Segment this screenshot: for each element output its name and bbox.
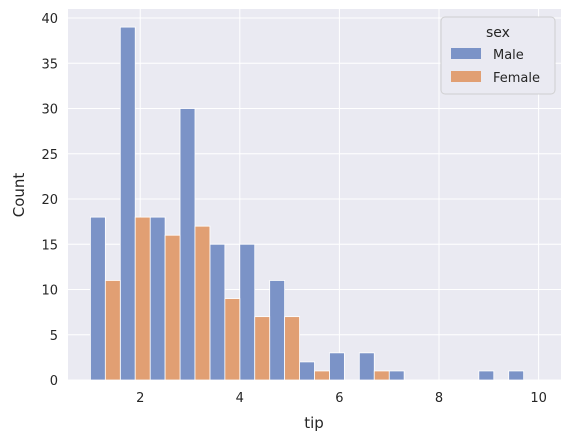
bar-male xyxy=(299,361,315,381)
legend-title: sex xyxy=(486,25,510,41)
bar-male xyxy=(388,370,405,381)
bar-male xyxy=(478,370,495,381)
bar-female xyxy=(314,370,330,381)
bar-male xyxy=(90,216,106,381)
y-tick-label: 20 xyxy=(41,193,58,208)
bar-female xyxy=(224,298,241,381)
y-tick-label: 30 xyxy=(41,103,58,118)
bar-male xyxy=(149,216,166,381)
y-tick-label: 35 xyxy=(41,57,58,72)
bar-female xyxy=(254,316,271,381)
x-axis-label: tip xyxy=(304,414,324,432)
y-tick-label: 10 xyxy=(41,284,58,299)
legend-label-female: Female xyxy=(493,71,540,86)
bar-male xyxy=(358,352,375,381)
bar-female xyxy=(134,216,151,381)
bar-male xyxy=(269,280,286,381)
x-tick-label: 8 xyxy=(435,391,443,406)
bar-male xyxy=(329,352,345,381)
y-tick-label: 40 xyxy=(41,12,58,27)
bar-female xyxy=(194,225,211,381)
y-tick-label: 15 xyxy=(41,238,58,253)
bar-male xyxy=(239,243,256,381)
legend-swatch-male xyxy=(451,48,481,59)
legend: sex Male Female xyxy=(440,16,556,95)
x-tick-labels: 2 4 6 8 10 xyxy=(136,391,547,406)
legend-label-male: Male xyxy=(493,48,524,63)
bar-male xyxy=(119,26,136,381)
bar-female xyxy=(284,316,300,381)
legend-swatch-female xyxy=(451,71,481,82)
x-tick-label: 2 xyxy=(136,391,144,406)
bar-female xyxy=(164,234,181,381)
y-tick-label: 25 xyxy=(41,148,58,163)
bar-female xyxy=(104,280,121,381)
bars xyxy=(90,26,525,381)
y-tick-label: 0 xyxy=(50,374,58,389)
bar-female xyxy=(373,370,390,381)
bar-male xyxy=(508,370,525,381)
x-tick-label: 6 xyxy=(335,391,343,406)
y-tick-label: 5 xyxy=(50,329,58,344)
y-axis-label: Count xyxy=(10,173,28,218)
x-tick-label: 10 xyxy=(530,391,547,406)
y-tick-labels: 0 5 10 15 20 25 30 35 40 xyxy=(41,12,58,389)
x-tick-label: 4 xyxy=(236,391,244,406)
bar-male xyxy=(209,243,226,381)
bar-male xyxy=(179,108,196,381)
